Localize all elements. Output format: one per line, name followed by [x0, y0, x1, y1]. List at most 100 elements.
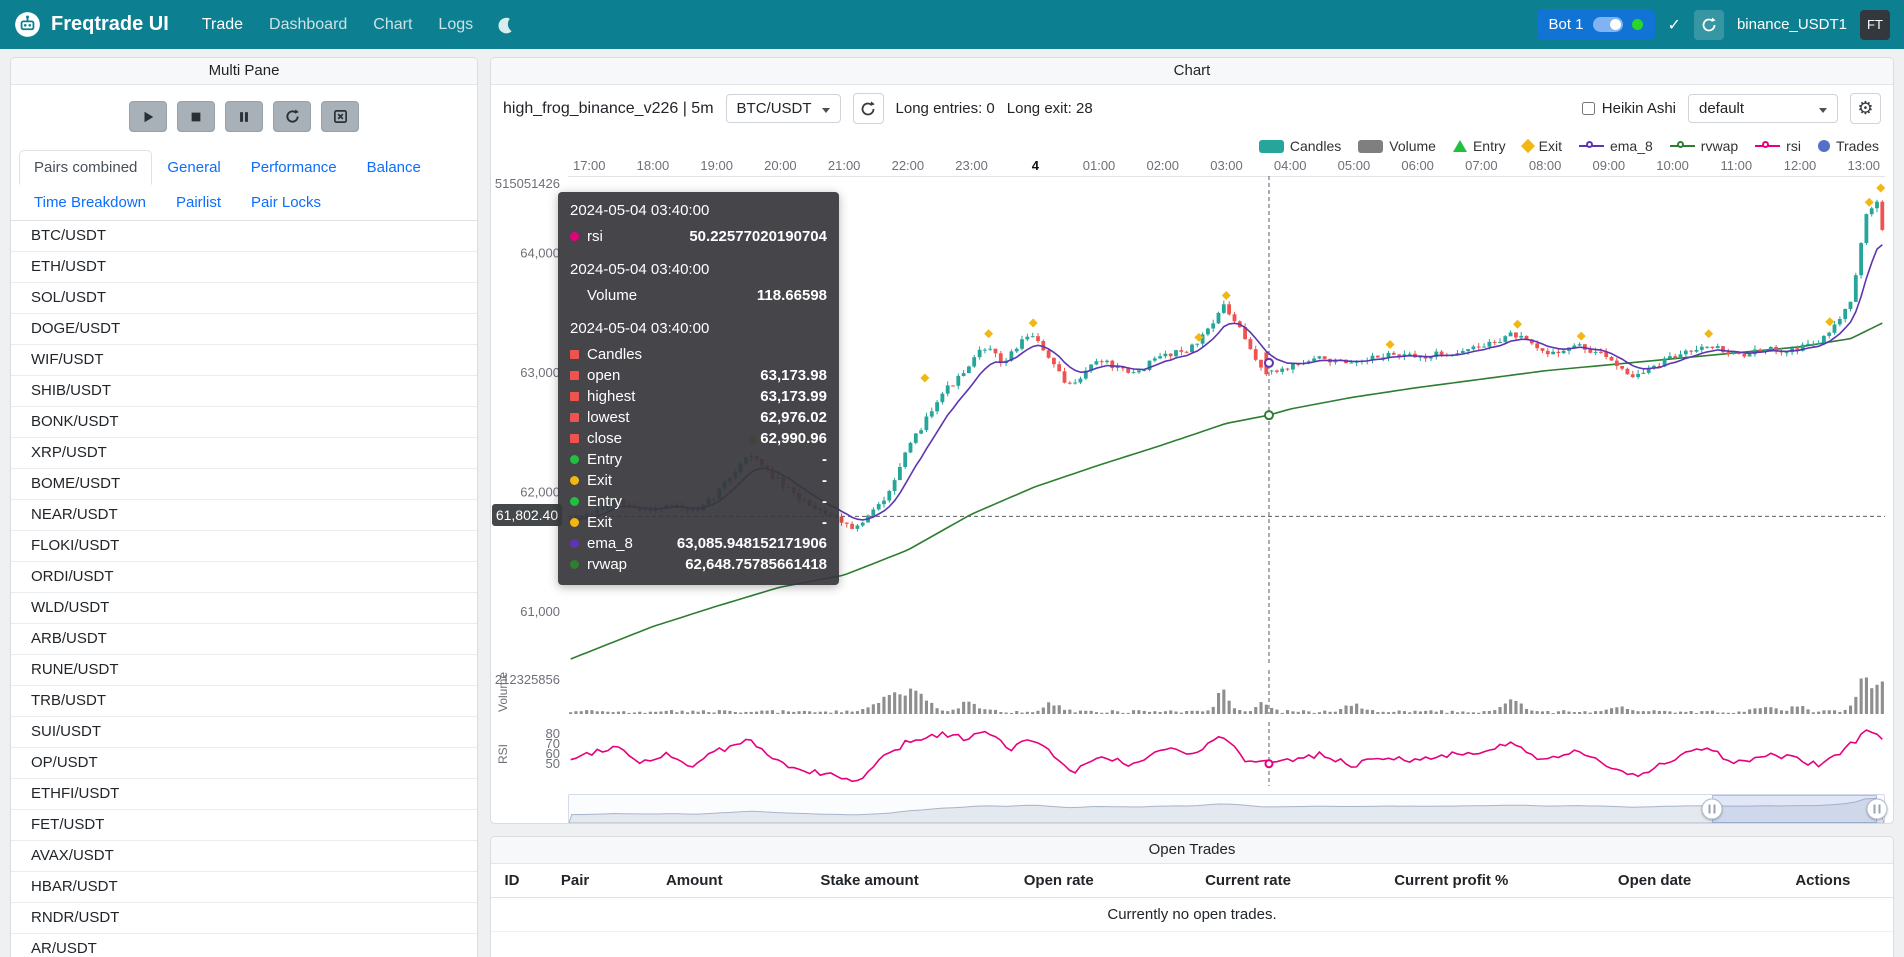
reload-icon	[1701, 17, 1717, 33]
pair-row-arb-usdt[interactable]: ARB/USDT	[11, 624, 477, 655]
pair-row-sui-usdt[interactable]: SUI/USDT	[11, 717, 477, 748]
pair-row-near-usdt[interactable]: NEAR/USDT	[11, 500, 477, 531]
pair-row-ordi-usdt[interactable]: ORDI/USDT	[11, 562, 477, 593]
pair-row-trb-usdt[interactable]: TRB/USDT	[11, 686, 477, 717]
reload-config-button[interactable]	[273, 101, 311, 132]
legend-volume[interactable]: Volume	[1358, 138, 1436, 154]
datazoom-left-handle[interactable]	[1701, 798, 1723, 820]
tooltip-value: 62,648.75785661418	[685, 556, 827, 573]
stop-bot-button[interactable]	[177, 101, 215, 132]
pair-select[interactable]: BTC/USDT	[725, 94, 841, 123]
rsi-chart[interactable]: 80 70 60 50 RSI	[491, 722, 1893, 786]
pair-row-wif-usdt[interactable]: WIF/USDT	[11, 345, 477, 376]
x-tick-1000: 10:00	[1656, 158, 1689, 173]
tooltip-row-candles: Candles	[570, 344, 827, 365]
tooltip-label: open	[587, 367, 621, 384]
pane-tabs: Pairs combined General Performance Balance T…	[11, 146, 477, 221]
tab-balance[interactable]: Balance	[366, 159, 421, 176]
column-header-pair: Pair	[533, 864, 618, 898]
nav-item-chart[interactable]: Chart	[373, 15, 413, 33]
lowest-marker-icon	[570, 413, 579, 422]
tab-pair-locks[interactable]: Pair Locks	[251, 194, 322, 211]
user-avatar[interactable]: FT	[1860, 9, 1890, 40]
volume-chart[interactable]: 212325856 Volume	[491, 670, 1893, 714]
tooltip-value: -	[822, 514, 827, 531]
tooltip-label: Volume	[587, 287, 638, 304]
pair-row-bome-usdt[interactable]: BOME/USDT	[11, 469, 477, 500]
legend-candles[interactable]: Candles	[1258, 138, 1341, 154]
time-axis: 17:00 18:00 19:00 20:00 21:00 22:00 23:00 4 01:0…	[491, 158, 1893, 176]
pair-row-doge-usdt[interactable]: DOGE/USDT	[11, 314, 477, 345]
price-chart[interactable]: 515051426 64,000 63,000 62,000 61,000	[491, 176, 1893, 666]
tab-general[interactable]: General	[167, 159, 221, 176]
theme-toggle-button[interactable]	[486, 11, 524, 39]
pair-row-rune-usdt[interactable]: RUNE/USDT	[11, 655, 477, 686]
brand[interactable]: Freqtrade UI	[14, 11, 169, 38]
reload-bot-button[interactable]	[1693, 9, 1724, 40]
pair-row-fet-usdt[interactable]: FET/USDT	[11, 810, 477, 841]
open-trades-card: Open Trades ID Pair Amount Stake amount Open…	[490, 836, 1894, 957]
legend-trades[interactable]: Trades	[1817, 138, 1879, 154]
start-bot-button[interactable]	[129, 101, 167, 132]
tab-pairlist[interactable]: Pairlist	[176, 194, 222, 211]
bot-toggle-switch[interactable]	[1592, 17, 1623, 32]
pair-row-floki-usdt[interactable]: FLOKI/USDT	[11, 531, 477, 562]
x-tick-1100: 11:00	[1720, 158, 1753, 173]
open-marker-icon	[570, 371, 579, 380]
column-header-current-profit--: Current profit %	[1346, 864, 1557, 898]
legend-ema_8[interactable]: ema_8	[1578, 138, 1653, 154]
datazoom-right-handle[interactable]	[1866, 798, 1888, 820]
pair-row-wld-usdt[interactable]: WLD/USDT	[11, 593, 477, 624]
pair-row-eth-usdt[interactable]: ETH/USDT	[11, 252, 477, 283]
tab-time-breakdown[interactable]: Time Breakdown	[34, 194, 146, 211]
legend-exit[interactable]: Exit	[1520, 138, 1562, 154]
svg-text:RSI: RSI	[496, 744, 510, 764]
legend-rvwap[interactable]: rvwap	[1669, 138, 1738, 154]
legend-rsi[interactable]: rsi	[1755, 138, 1801, 154]
nav-item-trade[interactable]: Trade	[201, 15, 244, 33]
pair-row-avax-usdt[interactable]: AVAX/USDT	[11, 841, 477, 872]
legend-entry[interactable]: Entry	[1452, 138, 1506, 154]
heikin-ashi-checkbox[interactable]	[1581, 102, 1595, 115]
datazoom-window[interactable]	[1711, 795, 1878, 823]
plot-config-select[interactable]: default	[1688, 94, 1838, 123]
pair-row-hbar-usdt[interactable]: HBAR/USDT	[11, 872, 477, 903]
nav-item-dashboard[interactable]: Dashboard	[269, 15, 348, 33]
pause-icon	[237, 110, 251, 124]
refresh-chart-button[interactable]	[852, 93, 884, 124]
column-header-amount: Amount	[617, 864, 772, 898]
pair-row-shib-usdt[interactable]: SHIB/USDT	[11, 376, 477, 407]
open-trades-table: ID Pair Amount Stake amount Open rate Current…	[491, 864, 1893, 932]
x-tick-0400: 04:00	[1273, 158, 1307, 173]
pair-row-rndr-usdt[interactable]: RNDR/USDT	[11, 903, 477, 934]
pair-row-btc-usdt[interactable]: BTC/USDT	[11, 221, 477, 252]
pause-bot-button[interactable]	[225, 101, 263, 132]
pair-row-sol-usdt[interactable]: SOL/USDT	[11, 283, 477, 314]
tooltip-timestamp: 2024-05-04 03:40:00	[570, 202, 710, 219]
entry-legend-icon	[1452, 140, 1467, 152]
pair-row-ethfi-usdt[interactable]: ETHFI/USDT	[11, 779, 477, 810]
exit-marker-icon	[570, 476, 579, 485]
bot-selector[interactable]: Bot 1	[1536, 9, 1655, 40]
x-tick-0900: 09:00	[1592, 158, 1626, 173]
pair-row-op-usdt[interactable]: OP/USDT	[11, 748, 477, 779]
tooltip-label: Candles	[587, 346, 643, 363]
column-header-actions: Actions	[1752, 864, 1893, 898]
datazoom-preview-svg	[569, 797, 1884, 823]
rsi-legend-icon	[1755, 141, 1781, 148]
nav-item-logs[interactable]: Logs	[438, 15, 474, 33]
tooltip-row-lowest: lowest 62,976.02	[570, 407, 827, 428]
long-entries-label: Long entries: 0	[895, 100, 995, 117]
freqtrade-robot-icon	[14, 11, 41, 38]
pair-row-ar-usdt[interactable]: AR/USDT	[11, 934, 477, 957]
tab-pairs-combined[interactable]: Pairs combined	[19, 150, 153, 185]
pair-row-xrp-usdt[interactable]: XRP/USDT	[11, 438, 477, 469]
datazoom-slider[interactable]	[568, 794, 1888, 824]
tooltip-section: 2024-05-04 03:40:00 Candles open 63,173.98 h…	[570, 320, 827, 575]
force-exit-button[interactable]	[321, 101, 359, 132]
plot-settings-button[interactable]: ⚙	[1850, 93, 1881, 124]
x-tick-1200: 12:00	[1783, 158, 1817, 173]
tab-performance[interactable]: Performance	[250, 159, 337, 176]
tooltip-value: 118.66598	[756, 287, 827, 304]
pair-row-bonk-usdt[interactable]: BONK/USDT	[11, 407, 477, 438]
